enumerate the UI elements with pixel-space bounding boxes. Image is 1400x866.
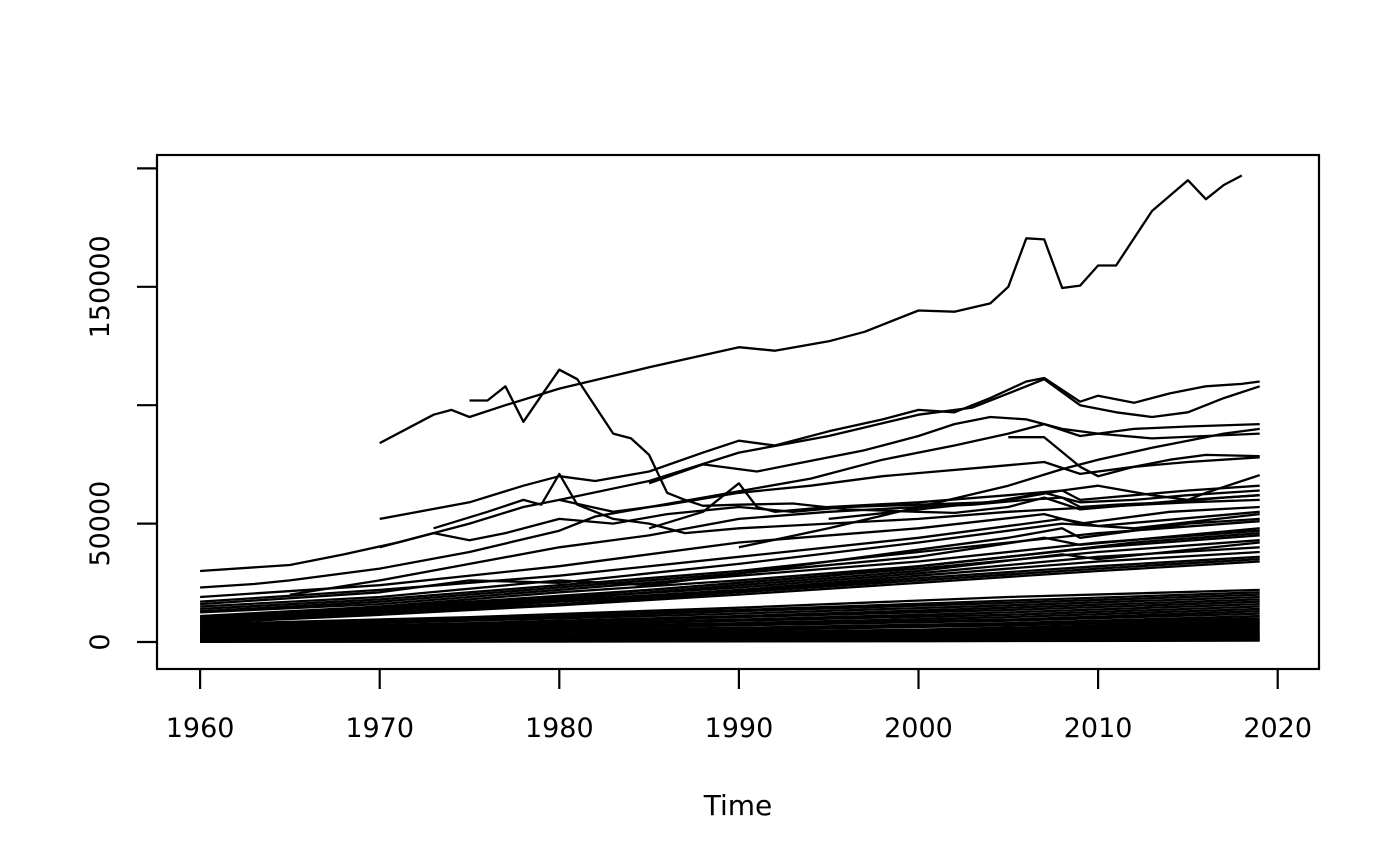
y-tick-label-150000: 150000 [85,235,116,338]
x-tick-label-2000: 2000 [884,713,953,744]
series-08 [379,456,1260,549]
series-32 [200,591,1260,627]
series-21 [200,529,1260,614]
x-tick-label-1980: 1980 [525,713,594,744]
series-30 [200,560,1260,625]
series-23 [200,534,1260,618]
x-tick-label-1990: 1990 [705,713,774,744]
x-tick-label-1970: 1970 [345,713,414,744]
series-04 [559,378,1261,502]
series-13 [648,482,1260,530]
x-tick-label-2010: 2010 [1064,713,1133,744]
series-03 [379,376,1260,521]
series-boom-bust [469,368,1260,515]
series-19 [200,520,1260,611]
series-07 [648,415,1260,485]
series-12 [433,472,1260,535]
x-tick-label-2020: 2020 [1243,713,1312,744]
x-axis: 1960 1970 1980 1990 2000 2010 2020 [166,669,1312,744]
y-tick-label-50000: 50000 [85,481,116,567]
y-axis: 0 50000 150000 [85,167,157,651]
series-25 [379,541,1260,613]
series-33 [200,593,1260,628]
x-axis-title: Time [703,789,773,822]
y-tick-label-0: 0 [85,633,116,650]
series-15 [200,505,1260,599]
series-60 [200,639,1260,643]
series-09 [1008,436,1260,478]
series-17 [200,512,1260,606]
series-26 [200,546,1260,620]
series-20 [200,527,1260,613]
series-31 [200,588,1260,626]
x-tick-label-1960: 1960 [166,713,235,744]
series-27 [200,550,1260,621]
series-28 [200,555,1260,622]
data-lines [200,174,1261,643]
series-06 [738,427,1260,549]
series-34 [200,595,1260,629]
series-14 [828,474,1261,521]
series-29 [200,557,1260,624]
series-top-outlier [379,174,1243,445]
series-44 [200,619,1260,639]
